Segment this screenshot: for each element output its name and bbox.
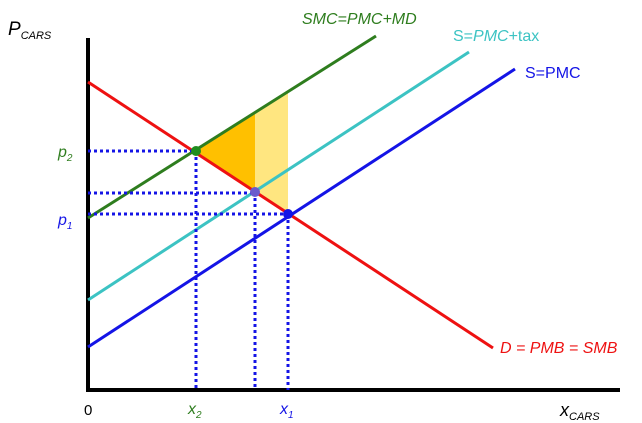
s-tax-curve (87, 50, 470, 302)
x2-label: x2 (187, 401, 202, 421)
tax-equilibrium-point (250, 187, 260, 197)
market-equilibrium-point (283, 209, 293, 219)
smc-curve (87, 34, 377, 220)
smc-label: SMC=PMC+MD (302, 11, 417, 28)
p2-label: p2 (57, 144, 73, 164)
s-tax-label: S=PMC+tax (453, 28, 539, 45)
demand-label: D = PMB = SMB (500, 340, 618, 357)
deadweight-loss-light (255, 93, 288, 214)
s-pmc-curve (87, 67, 516, 349)
x-axis-label: xCARS (559, 400, 600, 423)
x1-label: x1 (279, 401, 294, 421)
s-pmc-label: S=PMC (525, 65, 581, 82)
y-axis-label: PCARS (8, 19, 52, 42)
origin-label: 0 (84, 402, 92, 419)
deadweight-loss-dark (196, 114, 255, 192)
p1-label: p1 (57, 212, 72, 232)
social-optimum-point (191, 146, 201, 156)
